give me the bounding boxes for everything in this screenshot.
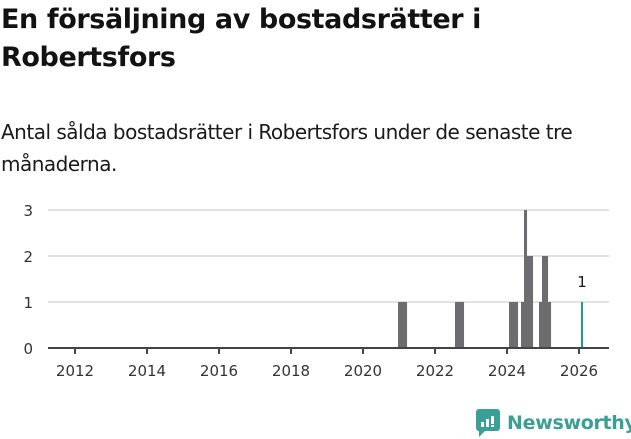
x-tick-label: 2024 bbox=[488, 362, 526, 380]
newsworthy-logo-icon bbox=[476, 409, 500, 437]
bar bbox=[401, 302, 405, 348]
bar bbox=[539, 302, 543, 348]
y-tick-label: 2 bbox=[23, 248, 33, 266]
bar bbox=[527, 256, 531, 348]
logo-text: Newsworthy bbox=[507, 412, 631, 434]
y-tick-label: 0 bbox=[23, 340, 33, 358]
y-tick-label: 3 bbox=[23, 202, 33, 220]
bar bbox=[461, 302, 465, 348]
y-tick-label: 1 bbox=[23, 294, 33, 312]
bar bbox=[404, 302, 408, 348]
x-tick-label: 2022 bbox=[416, 362, 454, 380]
bar bbox=[509, 302, 513, 348]
bar bbox=[455, 302, 459, 348]
x-tick-label: 2020 bbox=[344, 362, 382, 380]
highlight-bar bbox=[581, 302, 583, 348]
bar bbox=[398, 302, 402, 348]
bar bbox=[458, 302, 462, 348]
highlight-value-label: 1 bbox=[577, 273, 587, 291]
newsworthy-logo: Newsworthy bbox=[476, 408, 631, 438]
bar bbox=[548, 302, 552, 348]
x-tick-label: 2016 bbox=[200, 362, 238, 380]
bar bbox=[521, 302, 525, 348]
x-tick-label: 2026 bbox=[560, 362, 598, 380]
x-tick-label: 2018 bbox=[272, 362, 310, 380]
chart-title: En försäljning av bostadsrätter i Robert… bbox=[1, 4, 482, 73]
bar bbox=[530, 256, 534, 348]
bar bbox=[524, 210, 528, 348]
bar bbox=[542, 256, 546, 348]
bar-chart: 0 1 2 3 1 2012 2014 2016 2018 2020 2022 2024 2026 bbox=[0, 195, 631, 390]
bar bbox=[515, 302, 519, 348]
x-tick-label: 2012 bbox=[56, 362, 94, 380]
bar bbox=[545, 256, 549, 348]
chart-subtitle: Antal sålda bostadsrätter i Robertsfors … bbox=[1, 120, 573, 176]
bar bbox=[512, 302, 516, 348]
chart-canvas: 0 1 2 3 1 2012 2014 2016 2018 2020 2022 2024 2026 bbox=[23, 202, 609, 380]
x-tick-label: 2014 bbox=[128, 362, 166, 380]
